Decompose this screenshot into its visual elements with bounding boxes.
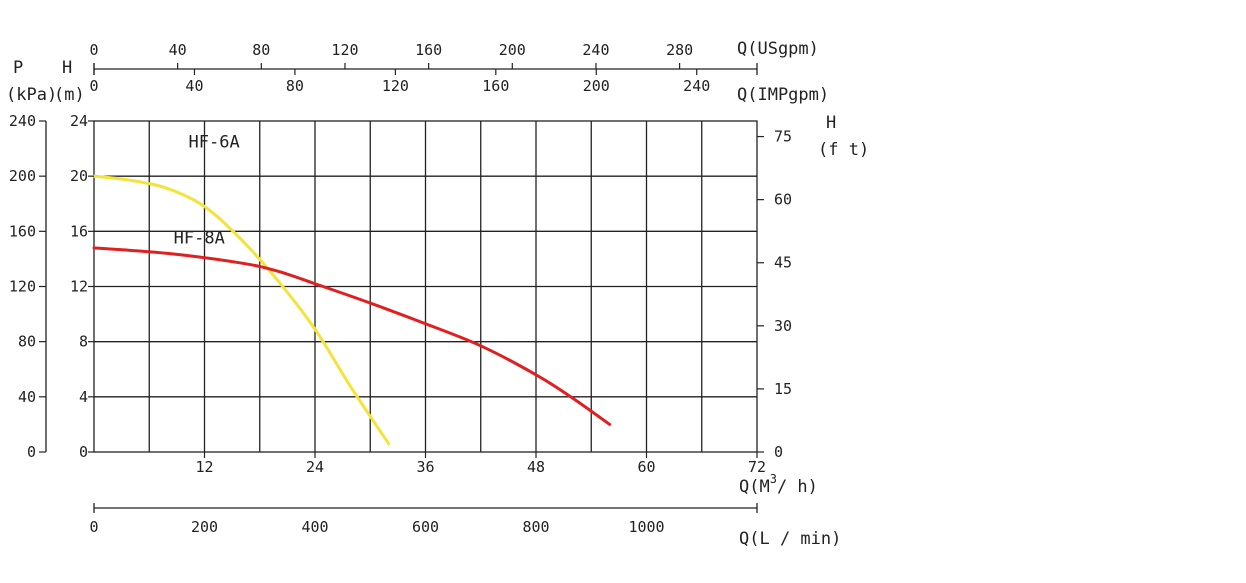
series-layer: HF-6A HF-8A xyxy=(92,132,612,446)
usgpm-tick-label: 280 xyxy=(666,41,693,59)
usgpm-tick-label: 120 xyxy=(331,41,358,59)
bottom-axis-m3h-label: Q(M3/ h) xyxy=(739,472,818,497)
top-axis-usgpm-label: Q(USgpm) xyxy=(737,39,819,59)
y-tick-label-kpa: 40 xyxy=(18,388,36,406)
y-tick-label-head-m: 8 xyxy=(79,333,88,351)
y-tick-label-kpa: 200 xyxy=(9,167,36,185)
y-tick-label-ft: 30 xyxy=(774,317,792,335)
usgpm-tick-label: 80 xyxy=(252,41,270,59)
usgpm-tick-label: 0 xyxy=(89,41,98,59)
impgpm-tick-label: 240 xyxy=(683,77,710,95)
y-tick-label-head-m: 12 xyxy=(70,278,88,296)
y-tick-label-head-m: 0 xyxy=(79,443,88,461)
usgpm-tick-label: 160 xyxy=(415,41,442,59)
series-label-hf-8a: HF-8A xyxy=(174,228,225,248)
x-tick-label-m3h: 72 xyxy=(748,458,766,476)
x-tick-label-lmin: 600 xyxy=(412,518,439,536)
usgpm-tick-label: 200 xyxy=(499,41,526,59)
y-tick-label-head-m: 20 xyxy=(70,167,88,185)
impgpm-tick-label: 200 xyxy=(583,77,610,95)
x-tick-label-m3h: 12 xyxy=(195,458,213,476)
impgpm-tick-label: 120 xyxy=(382,77,409,95)
bottom-axis-lmin-label: Q(L / min) xyxy=(739,529,841,549)
y-tick-label-head-m: 4 xyxy=(79,388,88,406)
right-axis-head-ft-unit: (f t) xyxy=(818,140,869,160)
right-axis-head-ft-title: H xyxy=(826,113,836,133)
top-axis-impgpm-label: Q(IMPgpm) xyxy=(737,85,829,105)
x-tick-label-lmin: 400 xyxy=(301,518,328,536)
plot-grid xyxy=(93,120,758,453)
impgpm-tick-label: 80 xyxy=(286,77,304,95)
x-tick-label-lmin: 0 xyxy=(89,518,98,536)
y-tick-label-head-m: 24 xyxy=(70,112,88,130)
y-tick-label-ft: 0 xyxy=(774,443,783,461)
impgpm-tick-label: 0 xyxy=(89,77,98,95)
left-axis-pressure-unit: (kPa) xyxy=(6,85,57,105)
y-tick-label-kpa: 120 xyxy=(9,278,36,296)
left-axis-pressure-title: P xyxy=(13,58,23,78)
usgpm-tick-label: 240 xyxy=(582,41,609,59)
y-tick-label-kpa: 160 xyxy=(9,222,36,240)
y-tick-label-kpa: 80 xyxy=(18,333,36,351)
impgpm-tick-label: 160 xyxy=(482,77,509,95)
y-tick-label-ft: 45 xyxy=(774,254,792,272)
left-axis-head-unit: (m) xyxy=(54,85,85,105)
x-tick-label-m3h: 36 xyxy=(416,458,434,476)
y-tick-label-ft: 75 xyxy=(774,128,792,146)
x-tick-label-m3h: 60 xyxy=(637,458,655,476)
y-tick-label-kpa: 240 xyxy=(9,112,36,130)
x-tick-label-lmin: 200 xyxy=(191,518,218,536)
y-tick-label-ft: 15 xyxy=(774,380,792,398)
impgpm-tick-label: 40 xyxy=(185,77,203,95)
usgpm-tick-label: 40 xyxy=(169,41,187,59)
series-line-hf-6a xyxy=(92,174,391,446)
series-label-hf-6a: HF-6A xyxy=(189,132,240,152)
left-axis-head-title: H xyxy=(62,58,72,78)
x-tick-label-m3h: 24 xyxy=(306,458,324,476)
y-tick-label-head-m: 16 xyxy=(70,222,88,240)
y-tick-label-kpa: 0 xyxy=(27,443,36,461)
x-tick-label-lmin: 1000 xyxy=(628,518,664,536)
x-tick-label-lmin: 800 xyxy=(522,518,549,536)
series-line-hf-8a xyxy=(92,246,612,426)
y-tick-label-ft: 60 xyxy=(774,191,792,209)
x-tick-label-m3h: 48 xyxy=(527,458,545,476)
